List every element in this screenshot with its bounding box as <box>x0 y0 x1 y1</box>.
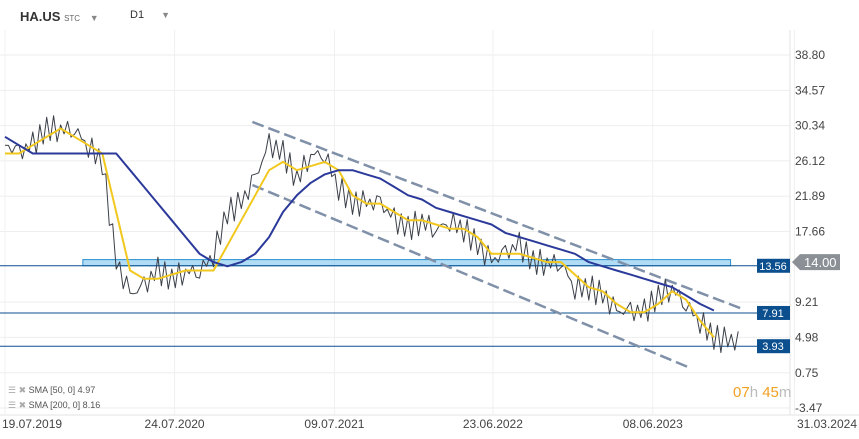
symbol-selector[interactable]: HA.US STC ▼ <box>20 9 99 24</box>
sma200-label: SMA [200, 0] 8.16 <box>28 400 101 410</box>
level-label: 7.91 <box>762 308 783 320</box>
chevron-down-icon: ▼ <box>89 13 99 23</box>
y-tick-label: 26.12 <box>795 154 825 168</box>
level-tag <box>757 305 790 320</box>
current-price-tag <box>792 254 840 271</box>
level-tag <box>757 258 790 273</box>
trend-channel-line <box>251 120 745 311</box>
settings-icon[interactable]: ☰ <box>8 400 17 410</box>
close-icon[interactable]: ✖ <box>18 385 27 395</box>
level-label: 3.93 <box>762 341 783 353</box>
x-tick-label: 19.07.2019 <box>2 417 62 431</box>
y-tick-label: 38.80 <box>795 48 825 62</box>
legend-sma200[interactable]: ☰ ✖ SMA [200, 0] 8.16 <box>8 400 100 411</box>
y-tick-label: 30.34 <box>795 119 825 133</box>
symbol-name: HA.US <box>20 9 61 24</box>
y-tick-label: 4.98 <box>795 330 819 344</box>
level-tag <box>757 339 790 354</box>
close-icon[interactable]: ✖ <box>18 400 27 410</box>
sma50-label: SMA [50, 0] 4.97 <box>28 385 96 395</box>
y-tick-label: 0.75 <box>795 366 819 380</box>
series-sma-50-0- <box>5 127 715 338</box>
x-tick-label: 31.03.2024 <box>797 417 857 431</box>
y-tick-label: 21.89 <box>795 189 825 203</box>
timeframe: D1 <box>130 9 145 21</box>
timer-m: m <box>778 384 792 401</box>
x-tick-label: 09.07.2021 <box>304 417 364 431</box>
settings-icon[interactable]: ☰ <box>8 385 17 395</box>
y-tick-label: -3.47 <box>795 401 823 415</box>
level-label: 13.56 <box>759 261 787 273</box>
y-tick-label: 34.57 <box>795 83 825 97</box>
timeframe-selector[interactable]: D1 ▼ <box>130 9 170 21</box>
legend-sma50[interactable]: ☰ ✖ SMA [50, 0] 4.97 <box>8 385 95 396</box>
trend-channel-line <box>251 183 691 370</box>
x-tick-label: 23.06.2022 <box>463 417 523 431</box>
y-tick-label: 17.66 <box>795 225 825 239</box>
x-tick-label: 08.06.2023 <box>623 417 683 431</box>
symbol-suffix: STC <box>64 14 81 23</box>
candle-timer: 07h 45m <box>733 384 791 401</box>
y-tick-label: 9.21 <box>795 295 819 309</box>
timer-h: h <box>749 384 759 401</box>
current-price-label: 14.00 <box>804 255 837 270</box>
timer-minutes: 45 <box>762 384 779 401</box>
support-resistance-zone <box>82 259 732 267</box>
chevron-down-icon: ▼ <box>161 10 171 20</box>
timer-hours: 07 <box>733 384 750 401</box>
series-sma-200-0- <box>4 135 715 312</box>
x-tick-label: 24.07.2020 <box>145 417 205 431</box>
